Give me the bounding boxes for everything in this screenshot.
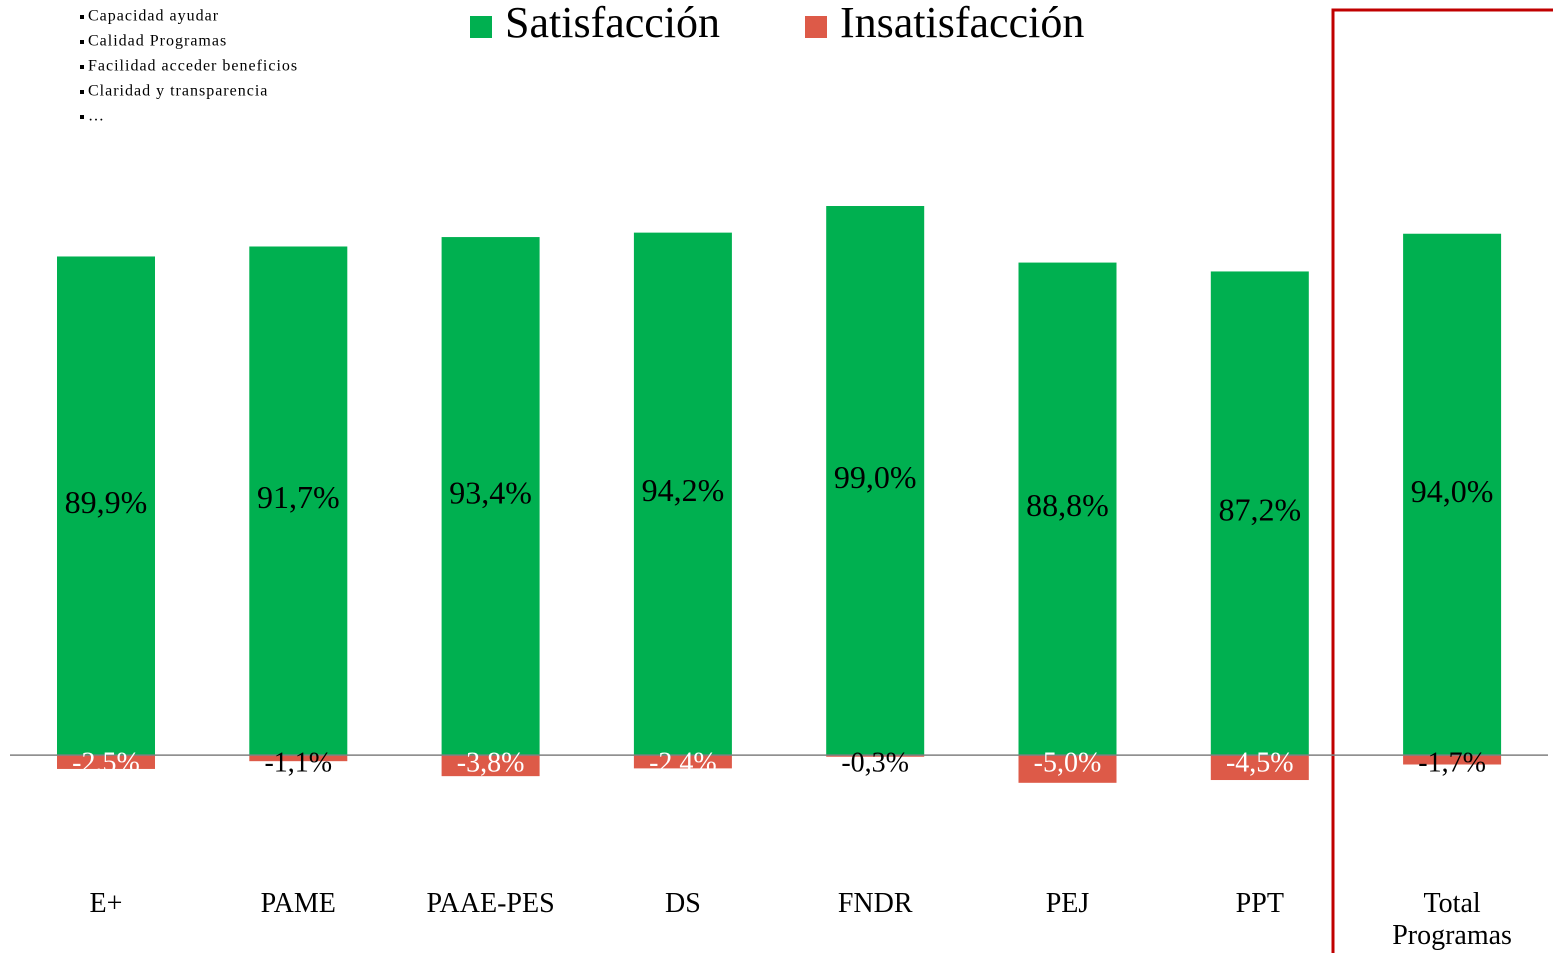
bar [1018,755,1117,783]
x-tick-label: FNDR [837,888,913,919]
value-label: 94,2% [642,472,725,508]
annotation: Capacidad ayudar [88,8,219,25]
value-label: 99,0% [834,459,917,495]
annotation: Calidad Programas [88,33,227,50]
value-label: 91,7% [257,479,340,515]
value-label: -5,0% [1034,747,1102,778]
bar [1403,233,1502,756]
bullet [80,115,84,119]
bar [633,232,732,756]
highlight-frame [1331,8,1553,953]
bullet [80,65,84,69]
value-label: -0,3% [841,747,909,778]
bar [1210,271,1309,756]
x-tick-label: PAAE-PES [426,888,555,919]
bar [441,237,540,756]
bullet [80,90,84,94]
bullet [80,40,84,44]
bar [1018,262,1117,756]
bar [1403,755,1502,765]
bar [441,755,540,777]
x-tick-label: PEJ [1045,888,1090,919]
value-label: -2,4% [649,747,717,778]
value-label: -2,5% [72,747,140,778]
value-label: 93,4% [449,474,532,510]
value-label: -4,5% [1226,747,1294,778]
value-label: 94,0% [1411,473,1494,509]
annotation: Claridad y transparencia [88,83,268,100]
bar [57,256,155,756]
bar [826,755,925,757]
legend-swatch [470,16,492,38]
value-label: 89,9% [65,484,148,520]
x-tick-label: Total Programas [1392,888,1512,951]
bar [57,755,155,769]
bar [249,246,348,756]
x-tick-label: PPT [1235,888,1284,919]
legend-label: Satisfacción [505,0,720,47]
value-label: -1,1% [264,747,332,778]
bar [249,755,348,762]
bar [1210,755,1309,781]
x-tick-label: E+ [89,888,123,919]
bar [826,206,925,756]
x-tick-label: DS [664,888,701,919]
annotation: Facilidad acceder beneficios [88,58,298,75]
value-label: 88,8% [1026,487,1109,523]
x-tick-label: PAME [260,888,336,919]
legend-swatch [805,16,827,38]
bar [633,755,732,769]
value-label: -1,7% [1418,747,1486,778]
bullet [80,15,84,19]
value-label: 87,2% [1218,492,1301,528]
annotation: … [88,108,105,125]
value-label: -3,8% [457,747,525,778]
legend-label: Insatisfacción [840,0,1084,47]
